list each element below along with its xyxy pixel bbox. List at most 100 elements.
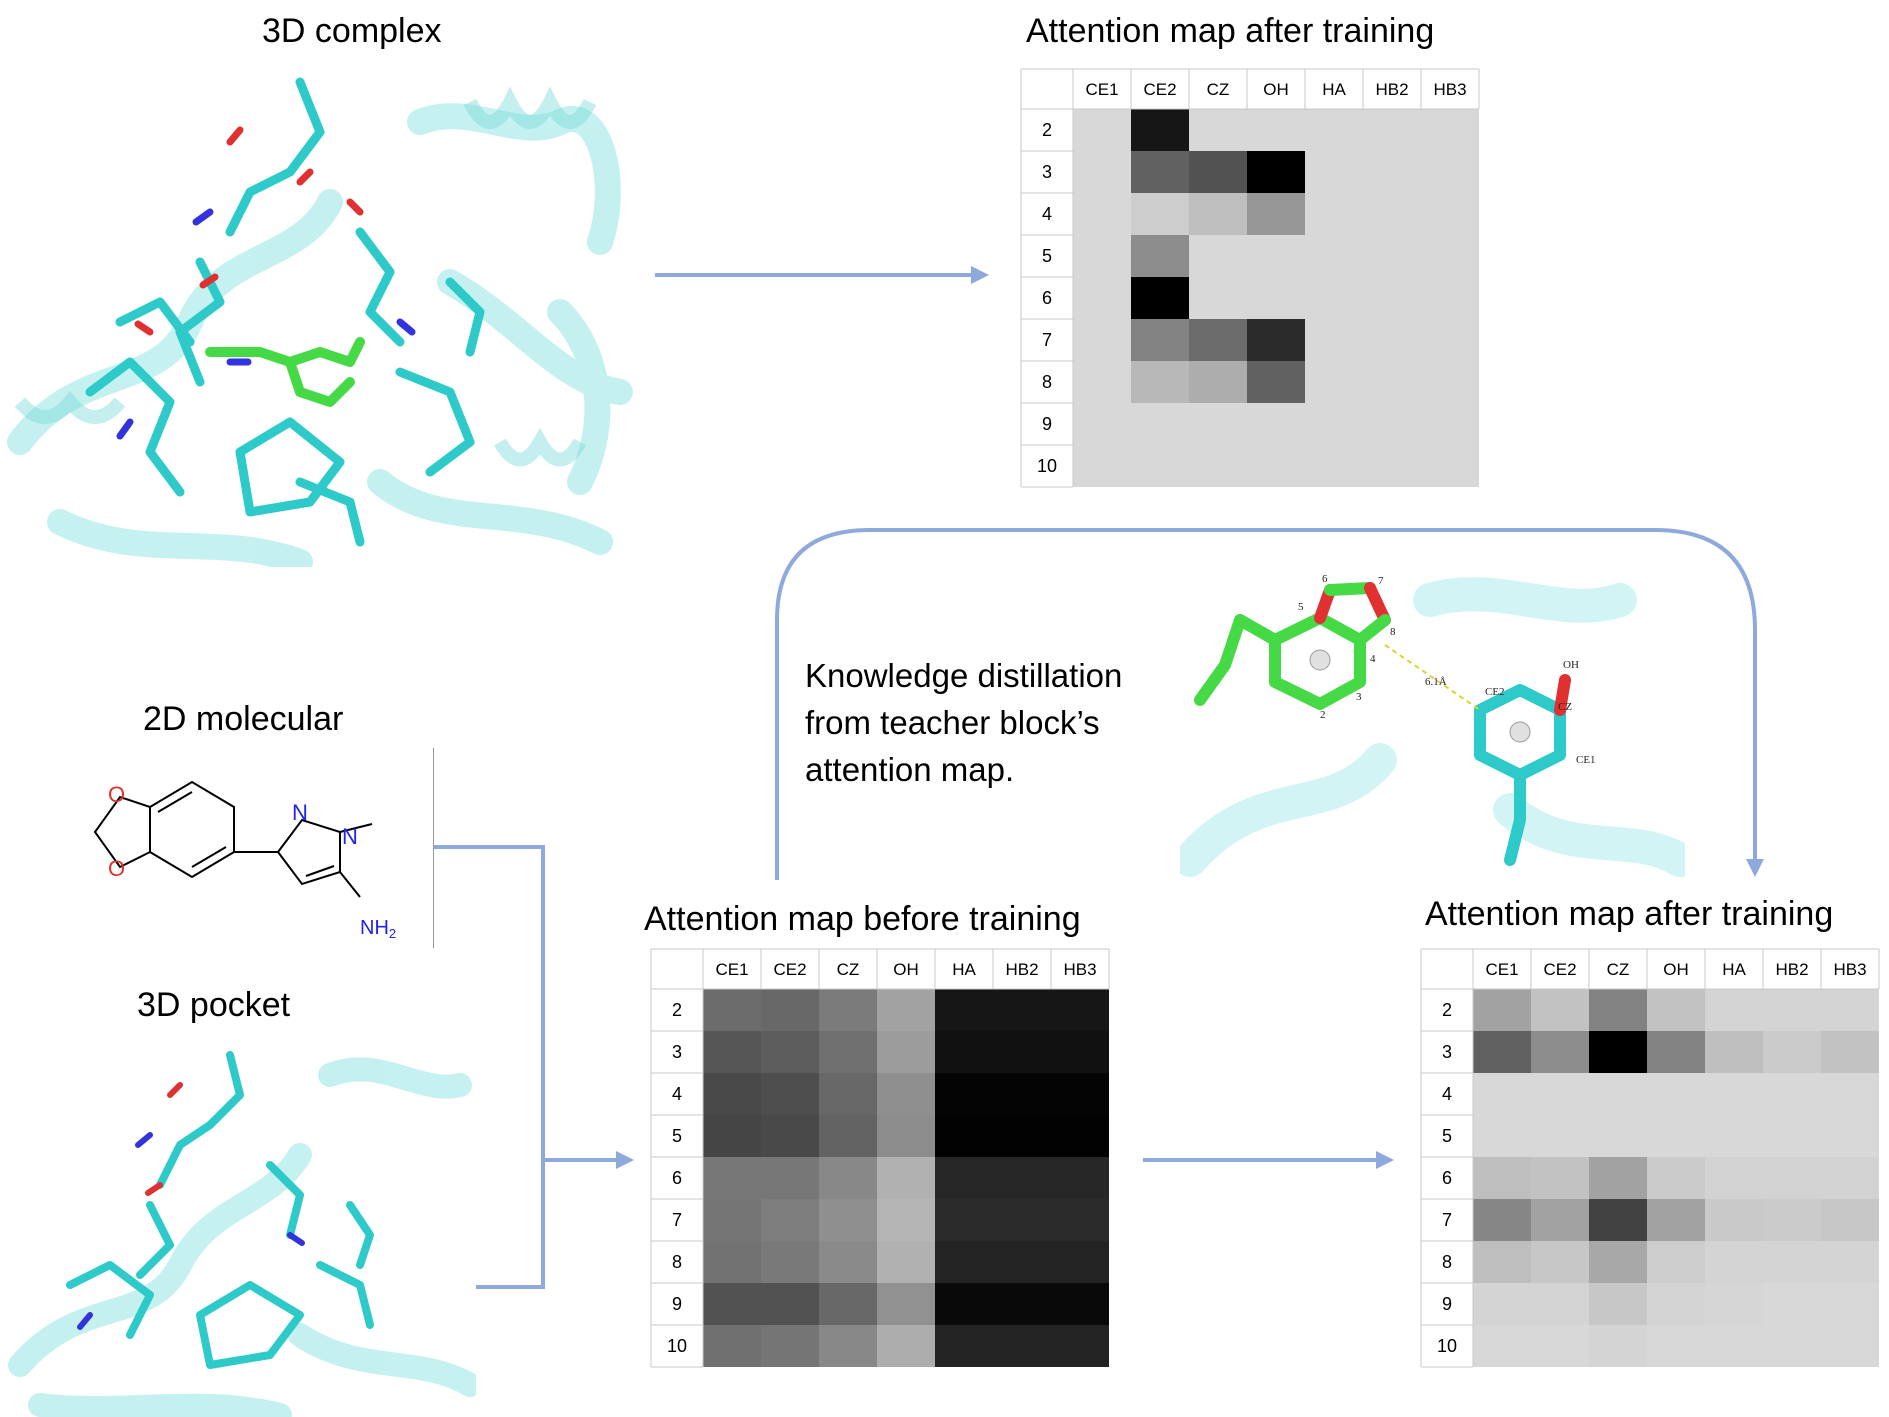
heatmap-cell-r3-CZ — [1589, 1031, 1647, 1073]
heatmap-cell-r4-HA — [935, 1073, 993, 1115]
heatmap-after-top-svg: CE1 CE2 CZ OH HA HB2 HB3 2 3 4 5 6 7 8 9 10 — [1020, 68, 1480, 488]
pocket-protein-ribbons — [8, 1057, 476, 1417]
heatmap-cell-r6-HA — [1305, 277, 1363, 319]
heatmap-col-label: HB2 — [1775, 960, 1808, 979]
heatmap-cell-r6-CE1 — [1073, 277, 1131, 319]
kd-line-1: Knowledge distillation — [805, 657, 1123, 694]
heatmap-cell-r10-CE2 — [1531, 1325, 1589, 1367]
heatmap-cell-r7-HA — [1705, 1199, 1763, 1241]
heatmap-cell-r3-CE1 — [1473, 1031, 1531, 1073]
heatmap-cell-r8-HB3 — [1421, 361, 1479, 403]
heatmap-col-label: HA — [952, 960, 976, 979]
heatmap-cell-r10-CE2 — [1131, 445, 1189, 487]
heatmap-row-label: 9 — [1042, 414, 1052, 434]
heatmap-cell-r5-HB3 — [1421, 235, 1479, 277]
heatmap-cell-r6-CZ — [819, 1157, 877, 1199]
heatmap-row-label: 4 — [672, 1084, 682, 1104]
heatmap-cell-r7-HB2 — [1363, 319, 1421, 361]
heatmap-cell-r4-CE2 — [761, 1073, 819, 1115]
heatmap-cell-r5-HA — [1705, 1115, 1763, 1157]
heatmap-cell-r8-OH — [1647, 1241, 1705, 1283]
heatmap-cell-r10-OH — [1647, 1325, 1705, 1367]
mol-o1: O — [108, 782, 125, 807]
heatmap-cell-r5-HA — [935, 1115, 993, 1157]
heatmap-row-label: 2 — [1042, 120, 1052, 140]
inset-ligand-sticks — [1194, 612, 1366, 710]
heatmap-cell-r5-HB2 — [993, 1115, 1051, 1157]
heatmap-cell-r4-HB3 — [1421, 193, 1479, 235]
heatmap-cell-r5-OH — [877, 1115, 935, 1157]
heatmap-cell-r8-OH — [1247, 361, 1305, 403]
heatmap-cell-r9-CE1 — [1073, 403, 1131, 445]
heatmap-cell-r2-CE1 — [703, 989, 761, 1031]
heatmap-cell-r10-HA — [1305, 445, 1363, 487]
heatmap-col-label: CE2 — [773, 960, 806, 979]
heatmap-col-label: HB3 — [1833, 960, 1866, 979]
heatmap-cell-r4-HB2 — [993, 1073, 1051, 1115]
heatmap-cell-r7-HB2 — [993, 1199, 1051, 1241]
heatmap-row-label: 5 — [1042, 246, 1052, 266]
heatmap-cell-r2-HB2 — [1763, 989, 1821, 1031]
heatmap-cell-r3-CE1 — [1073, 151, 1131, 193]
inset-distance-label: 6.1Å — [1425, 676, 1447, 688]
inset-atom-7: 7 — [1378, 575, 1384, 587]
ligand-sticks — [205, 337, 365, 407]
heatmap-cell-r6-HB3 — [1051, 1157, 1109, 1199]
heatmap-cell-r4-HA — [1305, 193, 1363, 235]
heatmap-cell-r5-CZ — [1189, 235, 1247, 277]
heatmap-cell-r10-HA — [935, 1325, 993, 1367]
heatmap-row-label: 4 — [1442, 1084, 1452, 1104]
heatmap-cell-r3-HA — [1705, 1031, 1763, 1073]
heatmap-cell-r10-HB2 — [1363, 445, 1421, 487]
heatmap-cell-r4-CE2 — [1131, 193, 1189, 235]
heatmap-cell-r2-OH — [877, 989, 935, 1031]
kd-line-2: from teacher block’s — [805, 704, 1100, 741]
heatmap-cell-r7-HB3 — [1421, 319, 1479, 361]
heatmap-cell-r5-CE2 — [761, 1115, 819, 1157]
inset-atom-4: 4 — [1370, 653, 1376, 665]
heatmap-cell-r7-HB3 — [1821, 1199, 1879, 1241]
protein-helices — [14, 86, 597, 467]
atom-accents — [116, 126, 416, 440]
heatmap-cell-r7-CE2 — [1531, 1199, 1589, 1241]
heatmap-cell-r7-CE2 — [761, 1199, 819, 1241]
heatmap-cell-r8-CE2 — [761, 1241, 819, 1283]
heatmap-row-label: 3 — [1042, 162, 1052, 182]
inset-atom-3: 3 — [1356, 691, 1362, 703]
heatmap-cell-r4-CZ — [1589, 1073, 1647, 1115]
heatmap-cell-r6-HB2 — [1763, 1157, 1821, 1199]
heatmap-cell-r4-HB2 — [1363, 193, 1421, 235]
heatmap-after-top: CE1 CE2 CZ OH HA HB2 HB3 2 3 4 5 6 7 8 9 10 — [1020, 68, 1480, 488]
heatmap-cell-r7-CE1 — [703, 1199, 761, 1241]
heatmap-cell-r9-HB3 — [1821, 1283, 1879, 1325]
heatmap-cell-r6-OH — [1247, 277, 1305, 319]
heatmap-cell-r3-CZ — [819, 1031, 877, 1073]
heatmap-cell-r3-CE2 — [1531, 1031, 1589, 1073]
heatmap-cell-r5-CZ — [819, 1115, 877, 1157]
heatmap-cell-r7-CZ — [1589, 1199, 1647, 1241]
heatmap-cell-r8-CZ — [1189, 361, 1247, 403]
heatmap-cell-r3-OH — [877, 1031, 935, 1073]
heatmap-cell-r3-CE2 — [1131, 151, 1189, 193]
heatmap-cell-r9-OH — [877, 1283, 935, 1325]
inset-atom-2: 2 — [1320, 709, 1326, 721]
heatmap-before: CE1 CE2 CZ OH HA HB2 HB3 2 3 4 5 6 7 8 9 10 — [650, 948, 1110, 1368]
heatmap-cell-r2-OH — [1647, 989, 1705, 1031]
heatmap-col-label: CE2 — [1143, 80, 1176, 99]
heatmap-cell-r7-HA — [1305, 319, 1363, 361]
connector-pocket — [476, 1160, 545, 1289]
heatmap-after-bottom-svg: CE1 CE2 CZ OH HA HB2 HB3 2 3 4 5 6 7 8 9 10 — [1420, 948, 1880, 1368]
heatmap-col-label: CZ — [837, 960, 860, 979]
heatmap-cell-r5-CE2 — [1131, 235, 1189, 277]
heatmap-cell-r8-HA — [1705, 1241, 1763, 1283]
heatmap-cell-r10-CE1 — [703, 1325, 761, 1367]
heatmap-col-label: HB2 — [1005, 960, 1038, 979]
heatmap-cell-r10-OH — [877, 1325, 935, 1367]
heatmap-cell-r10-OH — [1247, 445, 1305, 487]
heatmap-cell-r7-CZ — [1189, 319, 1247, 361]
heatmap-row-label: 6 — [1442, 1168, 1452, 1188]
heatmap-col-label: HB3 — [1063, 960, 1096, 979]
heatmap-row-label: 5 — [1442, 1126, 1452, 1146]
heatmap-cell-r5-CZ — [1589, 1115, 1647, 1157]
inset-ligand-centroid — [1309, 649, 1331, 671]
